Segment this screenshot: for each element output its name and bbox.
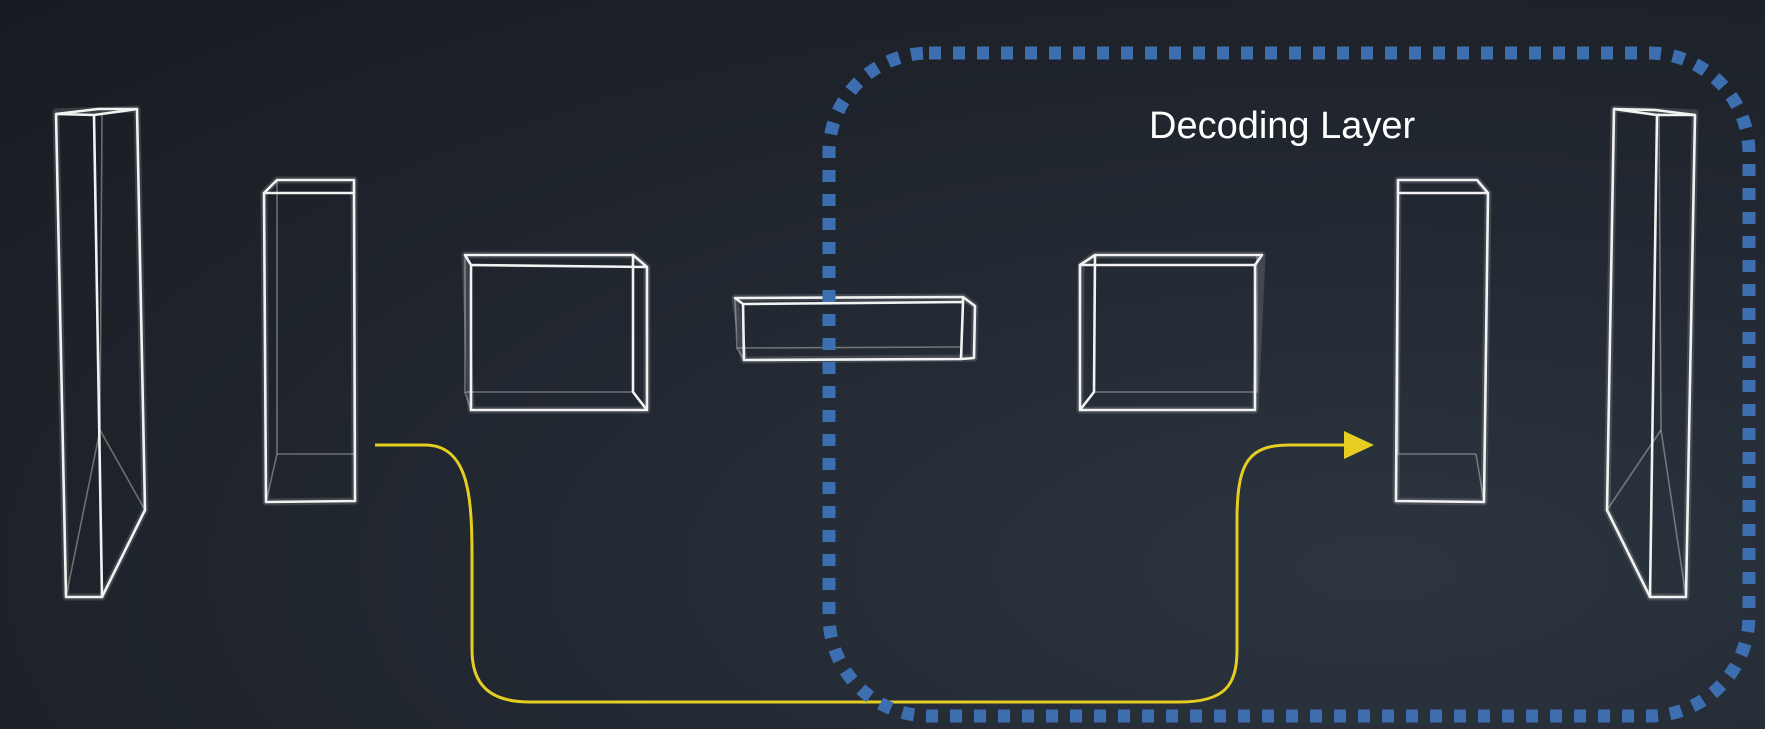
arrowhead-icon (1344, 431, 1374, 459)
bottleneck-layer (731, 293, 979, 364)
decoder-layer-2 (1392, 176, 1492, 506)
decoder-layer-1 (1076, 251, 1266, 414)
encoder-layer-1 (260, 176, 359, 506)
input-layer (52, 105, 149, 601)
decoding-region-border (822, 46, 1756, 723)
skip-connection (375, 431, 1374, 704)
output-layer (1603, 105, 1699, 601)
skip-connection-line (375, 443, 1345, 704)
encoder-layer-2 (461, 251, 651, 414)
decoding-layer-label: Decoding Layer (1149, 105, 1416, 147)
